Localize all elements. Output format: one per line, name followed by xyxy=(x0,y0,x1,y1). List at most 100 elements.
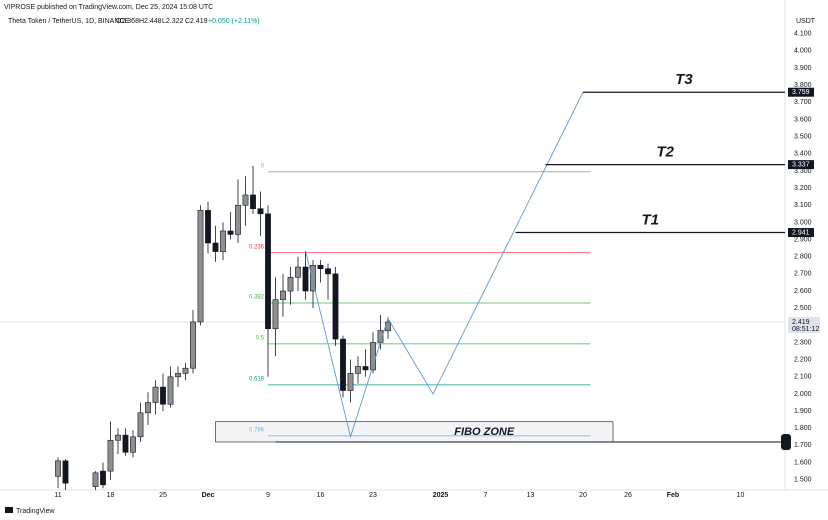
y-tick-label: 3.900 xyxy=(794,65,812,72)
candle-body xyxy=(325,268,331,275)
y-tick-label: 1.800 xyxy=(794,425,812,432)
y-tick-label: 4.100 xyxy=(794,31,812,38)
ohlc-low: L2.322 xyxy=(162,18,184,25)
x-tick-label: 25 xyxy=(159,492,167,499)
candle-body xyxy=(347,373,354,391)
logo xyxy=(5,507,13,513)
ohlc-close: C2.419 xyxy=(185,18,208,25)
x-tick-label: 26 xyxy=(624,492,632,499)
candle-body xyxy=(340,338,346,391)
candle-body xyxy=(122,434,129,453)
x-tick-label: Feb xyxy=(667,492,679,499)
plot xyxy=(0,92,785,490)
candle-body xyxy=(362,366,369,371)
y-tick-label: 2.100 xyxy=(794,374,812,381)
fib-label: 0.786 xyxy=(249,427,265,433)
countdown: 08:51:12 xyxy=(792,326,819,333)
candle-body xyxy=(235,204,241,235)
x-tick-label: 7 xyxy=(484,492,488,499)
candle-body xyxy=(220,230,226,252)
x-tick-label: 20 xyxy=(579,492,587,499)
candle-body xyxy=(287,276,294,292)
y-tick-label: 3.000 xyxy=(794,219,812,226)
candle-body xyxy=(130,436,136,453)
x-tick-label: 9 xyxy=(266,492,270,499)
candle-body xyxy=(295,266,301,278)
candle-body xyxy=(310,264,316,292)
fib-label: 0.5 xyxy=(256,335,265,341)
target-price-box xyxy=(788,160,814,170)
candle-body xyxy=(100,470,106,486)
y-tick-label: 3.300 xyxy=(794,168,812,175)
candle-body xyxy=(182,367,189,374)
symbol: Theta Token / TetherUS, 1D, BINANCE xyxy=(8,18,129,25)
candle-body xyxy=(55,460,61,477)
candle-body xyxy=(115,434,121,441)
fib-label: 0.236 xyxy=(249,244,265,250)
last-price-box xyxy=(788,317,820,334)
x-tick-label: 11 xyxy=(54,492,61,499)
x-tick-label: 23 xyxy=(369,492,377,499)
target-price: 3.337 xyxy=(792,161,810,168)
target-price: 3.759 xyxy=(792,89,810,96)
y-tick-label: 2.900 xyxy=(794,236,812,243)
candle-body xyxy=(272,299,279,330)
candle-body xyxy=(137,412,144,438)
candle-body xyxy=(332,273,339,340)
candle-body xyxy=(212,242,219,252)
candle-body xyxy=(167,376,174,405)
x-tick-label: Dec xyxy=(202,492,215,499)
currency: USDT xyxy=(796,18,816,25)
candle-body xyxy=(257,208,264,215)
target-label: T2 xyxy=(656,144,674,161)
change: +0.050 (+2.11%) xyxy=(208,18,260,25)
target-price-box xyxy=(788,228,814,238)
candle-body xyxy=(205,210,211,244)
candle-body xyxy=(250,194,256,209)
candle-body xyxy=(317,264,324,270)
y-tick-label: 3.200 xyxy=(794,185,812,192)
x-tick-label: 2025 xyxy=(433,492,449,499)
candle-body xyxy=(175,373,181,378)
candle-body xyxy=(160,386,166,405)
y-tick-label: 3.400 xyxy=(794,151,812,158)
candle-body xyxy=(190,321,196,369)
y-tick-label: 2.300 xyxy=(794,339,812,346)
y-tick-label: 3.700 xyxy=(794,99,812,106)
x-tick-label: 13 xyxy=(527,492,535,499)
candle-body xyxy=(265,213,271,330)
candle-body xyxy=(107,439,114,472)
y-tick-label: 2.500 xyxy=(794,305,812,312)
publisher: VIPROSE published on TradingView.com, De… xyxy=(4,4,213,11)
target-label: T1 xyxy=(641,211,659,228)
candle-body xyxy=(242,194,249,206)
y-tick-label: 2.000 xyxy=(794,391,812,398)
ohlc-high: H2.448 xyxy=(139,18,162,25)
candle-body xyxy=(62,460,69,484)
y-tick-label: 2.600 xyxy=(794,288,812,295)
zone-label: FIBO ZONE xyxy=(454,426,515,438)
x-tick-label: 18 xyxy=(107,492,115,499)
y-tick-label: 1.500 xyxy=(794,477,812,484)
support-marker xyxy=(781,433,791,450)
y-tick-label: 4.000 xyxy=(794,48,812,55)
candle-body xyxy=(197,210,204,323)
last-price: 2.419 xyxy=(792,319,810,326)
y-tick-label: 2.200 xyxy=(794,356,812,363)
x-tick-label: 10 xyxy=(737,492,745,499)
fibo-zone xyxy=(215,421,614,443)
candle-body xyxy=(355,366,361,374)
fib-label: 0 xyxy=(261,163,265,169)
candle-body xyxy=(227,230,234,235)
candle-body xyxy=(145,402,151,414)
brand: TradingView xyxy=(16,508,55,515)
target-price: 2.941 xyxy=(792,229,810,236)
y-tick-label: 2.700 xyxy=(794,271,812,278)
y-tick-label: 1.700 xyxy=(794,442,812,449)
ohlc-open: O2.368 xyxy=(116,18,139,25)
projection-path xyxy=(305,92,584,439)
candle-body xyxy=(92,472,99,487)
y-tick-label: 3.800 xyxy=(794,82,812,89)
y-tick-label: 1.600 xyxy=(794,459,812,466)
